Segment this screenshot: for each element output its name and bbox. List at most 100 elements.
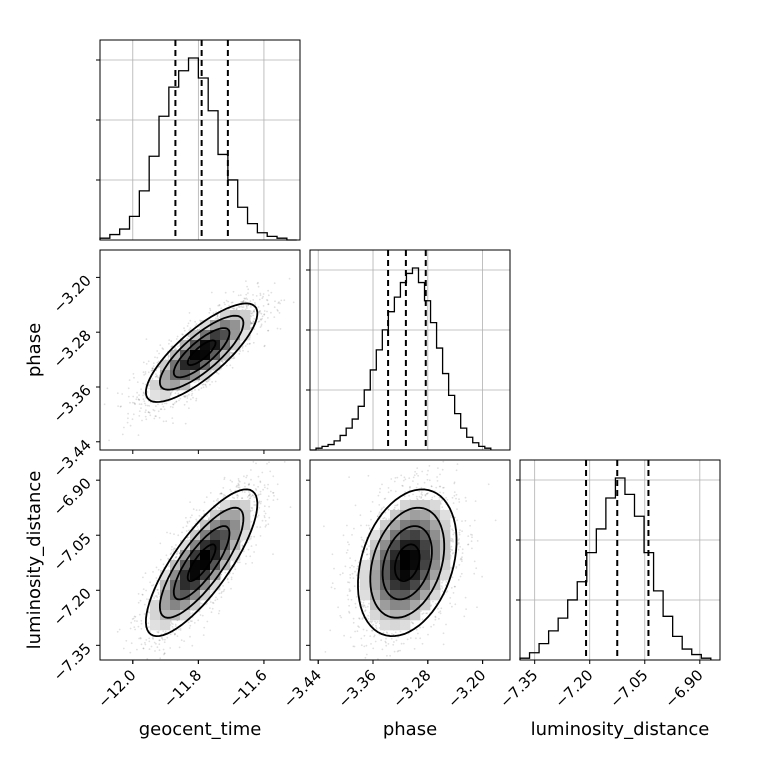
sample-point xyxy=(250,535,253,538)
density-cell xyxy=(190,540,201,551)
sample-point xyxy=(140,643,143,646)
density-cell xyxy=(210,560,221,571)
sample-point xyxy=(214,507,217,509)
sample-point xyxy=(242,349,244,352)
sample-point xyxy=(134,403,136,406)
sample-point xyxy=(160,408,163,411)
sample-point xyxy=(252,460,255,463)
sample-point xyxy=(258,310,261,313)
sample-point xyxy=(273,282,276,285)
sample-point xyxy=(236,484,238,487)
sample-point xyxy=(260,319,262,321)
sample-point xyxy=(160,636,163,639)
sample-point xyxy=(166,636,169,639)
sample-point xyxy=(127,417,129,420)
sample-point xyxy=(161,347,164,350)
sample-point xyxy=(141,419,143,422)
sample-point xyxy=(134,615,137,618)
sample-point xyxy=(216,506,219,508)
sample-point xyxy=(292,301,295,304)
sample-point xyxy=(154,356,156,359)
sample-point xyxy=(163,652,166,655)
sample-point xyxy=(187,335,190,337)
sample-point xyxy=(138,637,141,640)
sample-point xyxy=(120,405,122,408)
sample-point xyxy=(156,374,158,377)
sample-point xyxy=(142,647,145,650)
sample-point xyxy=(146,391,149,393)
sample-point xyxy=(116,392,119,395)
sample-point xyxy=(188,335,191,337)
sample-point xyxy=(241,497,244,499)
density-cell xyxy=(170,380,181,391)
sample-point xyxy=(187,536,190,539)
sample-point xyxy=(277,302,280,304)
sample-point xyxy=(239,294,242,296)
sample-point xyxy=(144,641,146,644)
sample-point xyxy=(197,380,200,383)
sample-point xyxy=(279,328,282,330)
sample-point xyxy=(138,415,141,417)
sample-point xyxy=(257,285,260,288)
sample-point xyxy=(136,391,139,394)
sample-point xyxy=(157,376,159,379)
sample-point xyxy=(106,387,109,390)
sample-point xyxy=(233,357,236,359)
density-cell xyxy=(210,530,221,541)
sample-point xyxy=(261,315,264,318)
sample-point xyxy=(191,514,193,517)
sample-point xyxy=(238,484,241,486)
sample-point xyxy=(155,566,158,569)
sample-point xyxy=(172,422,174,425)
density-cell xyxy=(160,600,171,611)
sample-point xyxy=(147,626,150,628)
sample-point xyxy=(142,371,145,374)
sample-point xyxy=(137,593,140,595)
sample-point xyxy=(215,311,218,313)
sample-point xyxy=(252,294,254,296)
density-cell xyxy=(190,350,201,361)
sample-point xyxy=(216,371,219,374)
contour-line xyxy=(186,339,217,367)
sample-point xyxy=(276,498,279,501)
scatter-panel-geocent_time-phase xyxy=(96,249,301,454)
sample-point xyxy=(272,491,275,494)
sample-point xyxy=(155,642,157,645)
sample-point xyxy=(163,641,166,644)
sample-point xyxy=(152,571,154,573)
sample-point xyxy=(210,370,213,373)
sample-point xyxy=(183,329,186,332)
sample-point xyxy=(250,312,253,315)
density-cell xyxy=(180,600,191,611)
sample-point xyxy=(220,367,223,370)
density-cell xyxy=(180,550,191,561)
sample-point xyxy=(133,376,135,379)
sample-point xyxy=(142,361,145,364)
sample-point xyxy=(130,642,133,645)
sample-point xyxy=(196,525,199,528)
density-cell xyxy=(220,510,231,521)
sample-point xyxy=(215,499,218,502)
sample-point xyxy=(189,612,192,615)
sample-point xyxy=(250,521,253,523)
density-cell xyxy=(160,380,171,391)
density-cell xyxy=(180,360,191,371)
sample-point xyxy=(256,282,259,285)
sample-point xyxy=(172,403,175,406)
sample-point xyxy=(222,585,225,587)
density-cell xyxy=(210,510,221,521)
sample-point xyxy=(264,320,267,323)
sample-point xyxy=(202,383,205,386)
sample-point xyxy=(250,545,253,547)
sample-point xyxy=(224,303,226,306)
sample-point xyxy=(266,299,269,302)
sample-point xyxy=(183,640,186,642)
density-cell xyxy=(200,550,211,561)
sample-point xyxy=(267,329,269,332)
sample-point xyxy=(158,639,161,642)
sample-point xyxy=(206,515,209,517)
sample-point xyxy=(138,394,141,396)
density-cell xyxy=(210,570,221,581)
sample-point xyxy=(140,627,143,630)
